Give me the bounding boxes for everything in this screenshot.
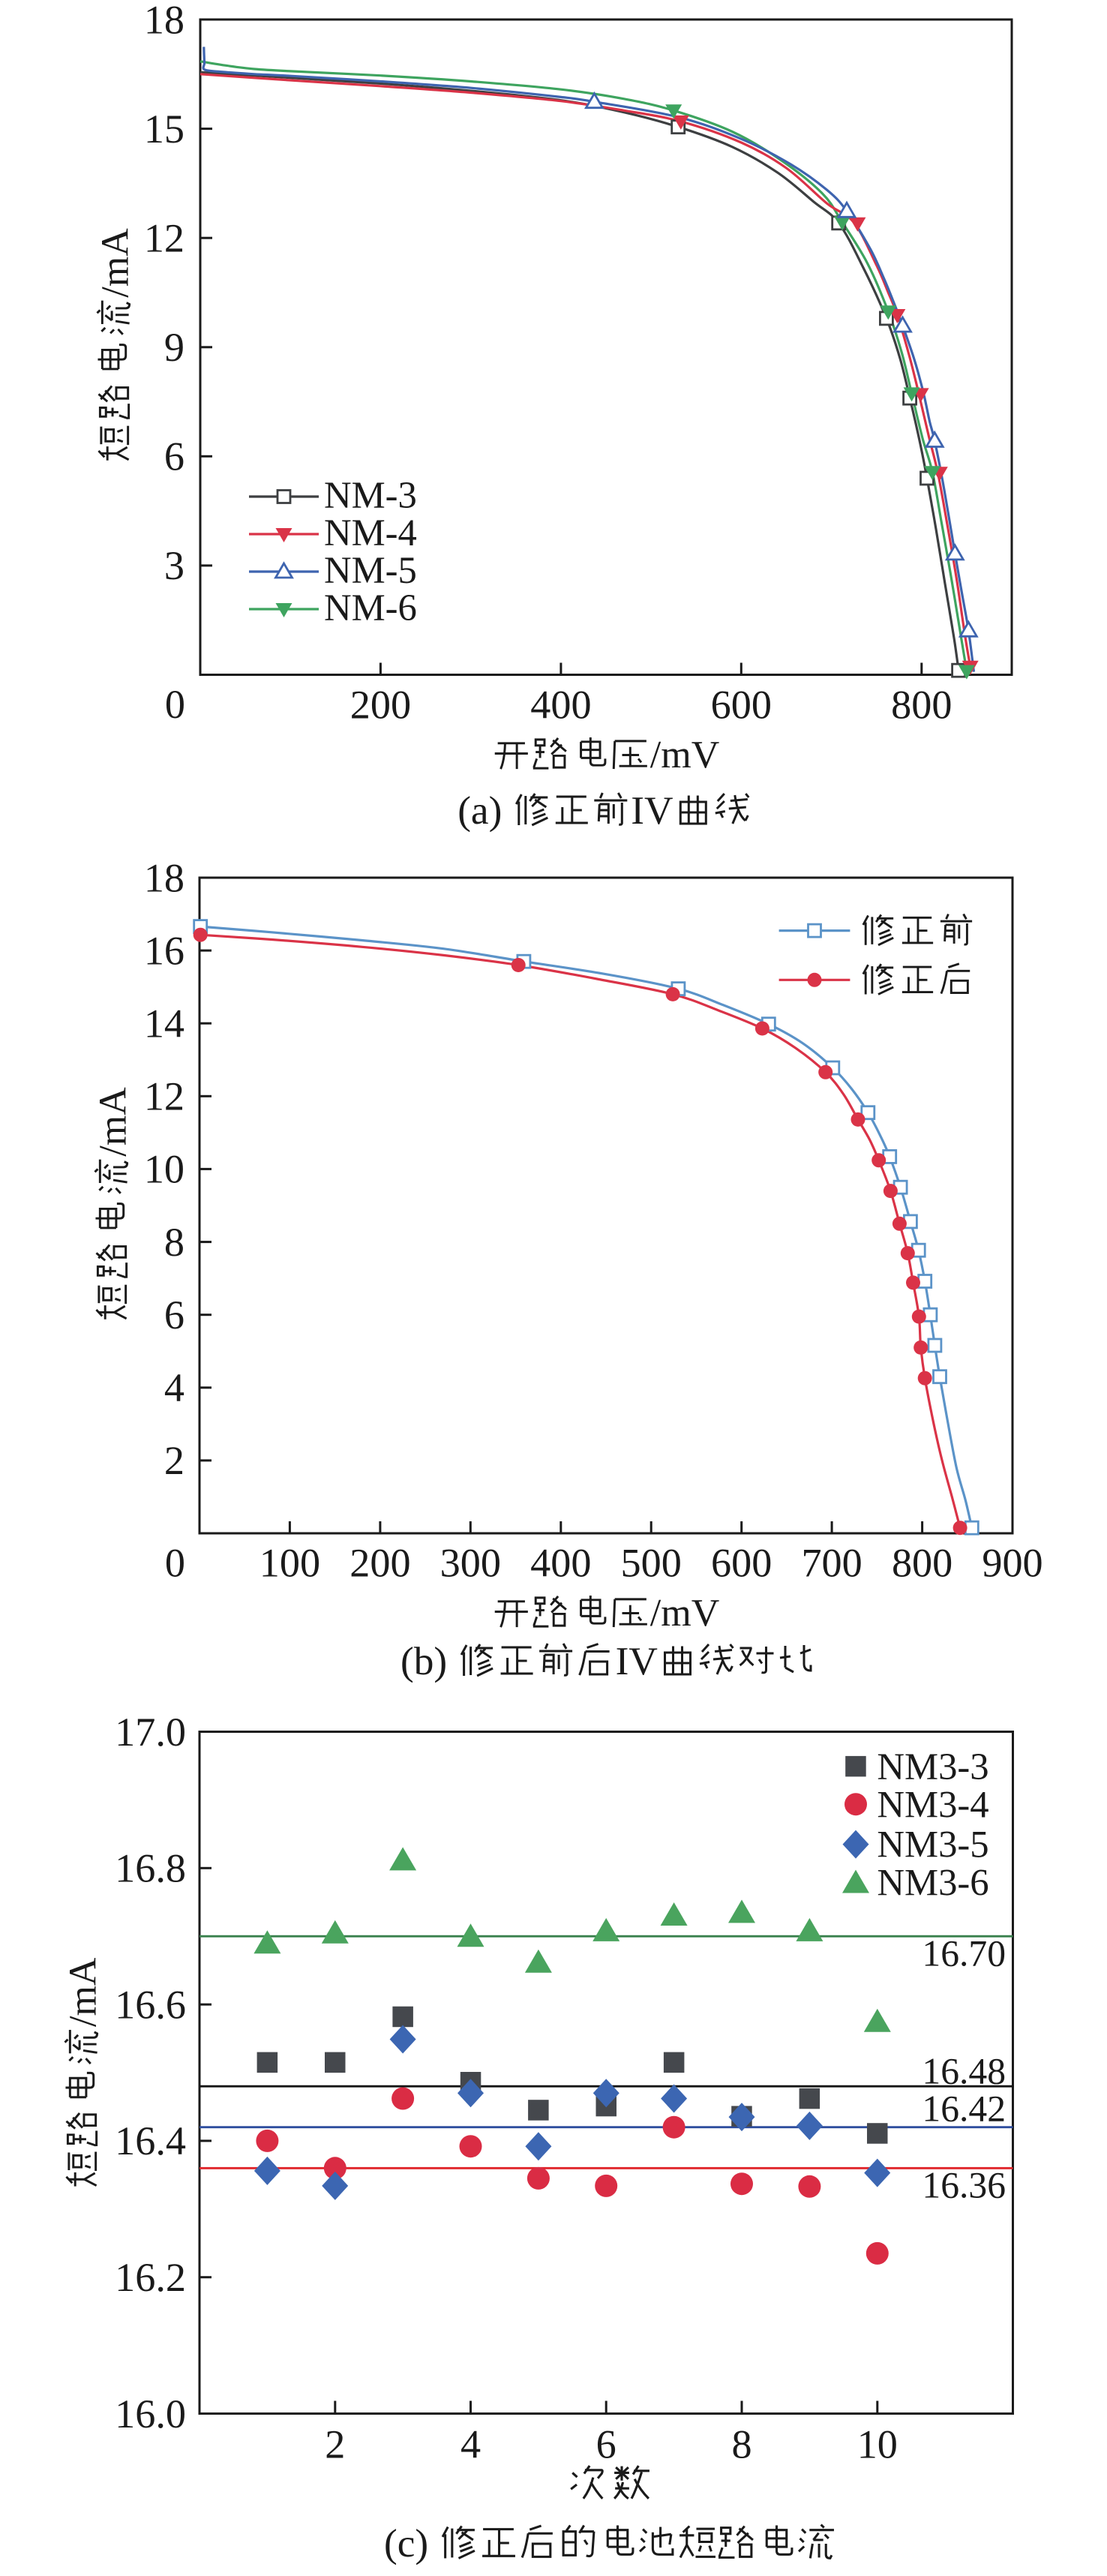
- svg-text:/mA: /mA: [62, 1957, 105, 2027]
- svg-text:(a): (a): [458, 788, 502, 833]
- svg-text:16.8: 16.8: [115, 1846, 186, 1891]
- svg-text:NM3-3: NM3-3: [877, 1746, 988, 1788]
- svg-text:16.6: 16.6: [115, 1982, 186, 2027]
- svg-text:14: 14: [144, 1001, 184, 1046]
- svg-text:/mV: /mV: [650, 1592, 719, 1635]
- svg-text:400: 400: [530, 683, 591, 728]
- svg-text:800: 800: [892, 1541, 952, 1586]
- svg-text:200: 200: [350, 683, 411, 728]
- svg-text:NM-4: NM-4: [324, 512, 417, 554]
- svg-text:IV: IV: [616, 1639, 658, 1683]
- svg-text:6: 6: [164, 1293, 184, 1338]
- svg-text:6: 6: [596, 2422, 616, 2467]
- svg-text:2: 2: [325, 2422, 345, 2467]
- svg-text:NM-6: NM-6: [324, 587, 417, 629]
- svg-text:8: 8: [164, 1220, 184, 1265]
- svg-text:12: 12: [144, 1074, 184, 1119]
- svg-text:18: 18: [144, 855, 184, 900]
- svg-text:10: 10: [857, 2422, 898, 2467]
- svg-text:16.36: 16.36: [922, 2165, 1006, 2206]
- svg-text:NM-3: NM-3: [324, 474, 417, 516]
- svg-text:NM3-5: NM3-5: [877, 1824, 988, 1866]
- svg-text:16.2: 16.2: [115, 2255, 186, 2300]
- svg-text:16.42: 16.42: [922, 2088, 1006, 2129]
- svg-text:900: 900: [982, 1541, 1042, 1586]
- svg-text:NM3-6: NM3-6: [877, 1862, 988, 1904]
- svg-text:16.4: 16.4: [115, 2118, 186, 2163]
- svg-text:4: 4: [460, 2422, 481, 2467]
- svg-text:16.48: 16.48: [922, 2050, 1006, 2091]
- svg-text:NM3-4: NM3-4: [877, 1783, 988, 1825]
- svg-text:700: 700: [801, 1541, 862, 1586]
- svg-text:2: 2: [164, 1438, 184, 1483]
- svg-text:4: 4: [164, 1365, 184, 1410]
- svg-text:(c): (c): [384, 2521, 428, 2565]
- svg-text:(b): (b): [400, 1639, 447, 1683]
- svg-text:17.0: 17.0: [115, 1710, 186, 1755]
- svg-text:6: 6: [164, 434, 184, 479]
- svg-text:200: 200: [350, 1541, 410, 1586]
- svg-text:600: 600: [711, 1541, 772, 1586]
- svg-text:/mA: /mA: [94, 228, 137, 298]
- svg-text:3: 3: [164, 543, 184, 588]
- svg-text:100: 100: [260, 1541, 320, 1586]
- svg-text:0: 0: [165, 682, 185, 727]
- svg-text:12: 12: [144, 216, 184, 261]
- svg-text:400: 400: [530, 1541, 591, 1586]
- svg-text:IV: IV: [631, 788, 673, 833]
- svg-text:15: 15: [144, 107, 184, 152]
- svg-text:800: 800: [891, 683, 952, 728]
- svg-text:600: 600: [711, 683, 772, 728]
- svg-text:9: 9: [164, 325, 184, 370]
- svg-text:18: 18: [144, 0, 184, 42]
- svg-text:NM-5: NM-5: [324, 549, 417, 591]
- svg-text:/mA: /mA: [92, 1087, 135, 1157]
- svg-text:8: 8: [731, 2422, 752, 2467]
- svg-text:/mV: /mV: [650, 734, 719, 776]
- svg-text:500: 500: [621, 1541, 682, 1586]
- svg-text:0: 0: [165, 1541, 185, 1586]
- svg-text:16.70: 16.70: [922, 1932, 1006, 1974]
- svg-text:300: 300: [440, 1541, 501, 1586]
- svg-text:16: 16: [144, 928, 184, 973]
- svg-text:10: 10: [144, 1147, 184, 1192]
- svg-text:16.0: 16.0: [115, 2391, 186, 2436]
